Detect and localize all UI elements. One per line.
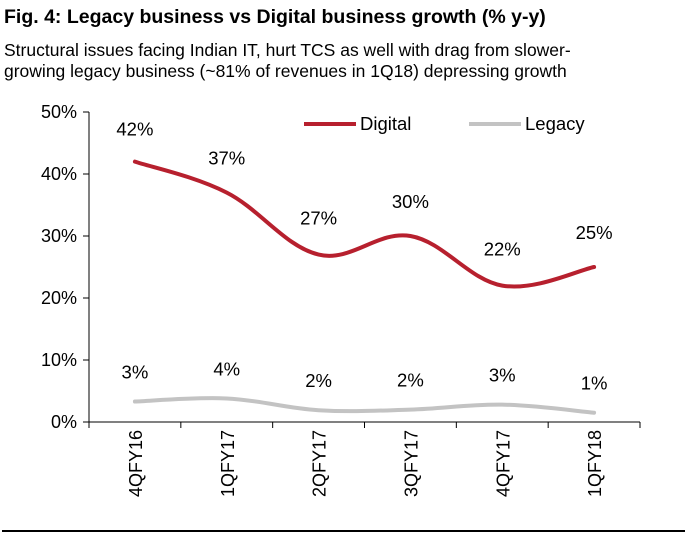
legend-label-digital: Digital [360, 113, 411, 134]
data-label-digital: 27% [300, 208, 337, 229]
x-tick-label: 2QFY17 [310, 430, 330, 497]
data-label-legacy: 2% [397, 370, 424, 391]
figure-title: Fig. 4: Legacy business vs Digital busin… [4, 6, 546, 28]
x-tick-label: 4QFY16 [126, 430, 146, 497]
series-line-legacy [132, 396, 597, 415]
y-tick-label: 20% [41, 288, 77, 308]
figure-subtitle: Structural issues facing Indian IT, hurt… [4, 40, 684, 82]
legend-label-legacy: Legacy [525, 113, 585, 134]
data-label-digital: 30% [392, 191, 429, 212]
series-line-digital [132, 159, 597, 289]
y-tick-label: 40% [41, 164, 77, 184]
data-labels: 42% 37% 27% 30% 22% 25% 3% 4% 2% 2% 3% 1% [116, 119, 612, 394]
y-tick-label: 10% [41, 350, 77, 370]
data-label-legacy: 2% [305, 370, 332, 391]
y-tick-label: 0% [51, 412, 77, 432]
x-tick-label: 4QFY17 [493, 430, 513, 497]
bottom-rule [2, 530, 685, 532]
data-label-legacy: 3% [122, 362, 149, 383]
legend: Digital Legacy [304, 113, 585, 134]
series-lines [132, 159, 597, 415]
x-tick-label: 1QFY18 [585, 430, 605, 497]
x-tick-label: 3QFY17 [401, 430, 421, 497]
data-label-digital: 42% [116, 119, 153, 140]
subtitle-line-1: Structural issues facing Indian IT, hurt… [4, 40, 571, 60]
subtitle-line-2: growing legacy business (~81% of revenue… [4, 61, 567, 81]
y-tick-label: 30% [41, 226, 77, 246]
y-axis: 0% 10% 20% 30% 40% 50% [41, 102, 90, 432]
data-label-digital: 25% [576, 222, 613, 243]
x-axis: 4QFY16 1QFY17 2QFY17 3QFY17 4QFY17 1QFY18 [88, 421, 641, 497]
data-label-digital: 37% [208, 148, 245, 169]
data-label-digital: 22% [484, 239, 521, 260]
y-tick-label: 50% [41, 102, 77, 122]
x-tick-label: 1QFY17 [218, 430, 238, 497]
data-label-legacy: 1% [581, 373, 608, 394]
data-label-legacy: 4% [213, 358, 240, 379]
data-label-legacy: 3% [489, 365, 516, 386]
